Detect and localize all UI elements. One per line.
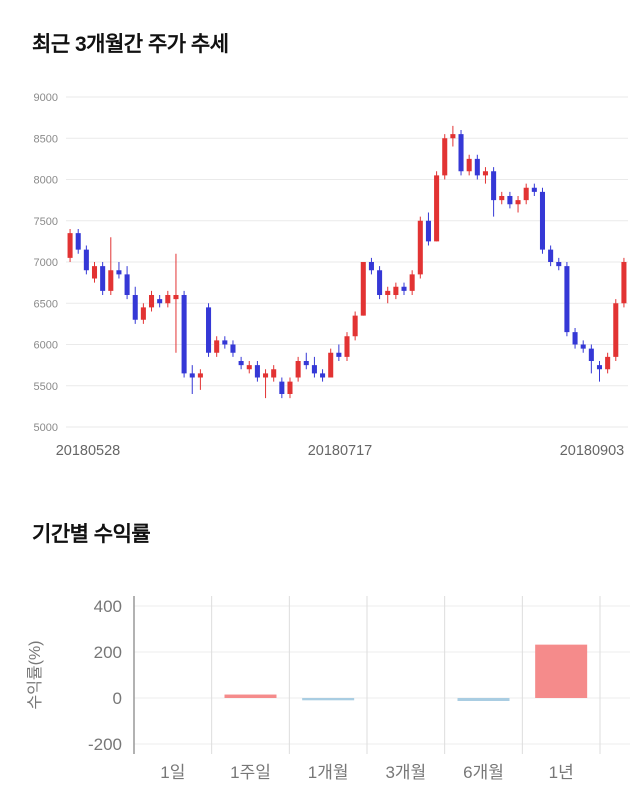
svg-text:6개월: 6개월 — [463, 763, 504, 782]
svg-text:수익률(%): 수익률(%) — [26, 640, 44, 709]
svg-text:1주일: 1주일 — [230, 763, 271, 782]
bars — [224, 644, 588, 701]
svg-text:20180528: 20180528 — [56, 443, 121, 459]
svg-text:20180717: 20180717 — [308, 443, 373, 459]
svg-text:6000: 6000 — [34, 340, 58, 352]
svg-text:7000: 7000 — [34, 257, 58, 269]
svg-text:8000: 8000 — [34, 175, 58, 187]
candle-grid: 5000 5500 6000 6500 7000 7500 8000 8500 9000 — [34, 92, 628, 434]
price-candlestick-chart: 5000 5500 6000 6500 7000 7500 8000 8500 9000 2018… — [34, 92, 628, 459]
svg-text:7500: 7500 — [34, 216, 58, 228]
price-trend-title: 최근 3개월간 주가 추세 — [32, 33, 229, 56]
svg-text:6500: 6500 — [34, 298, 58, 310]
candles — [67, 125, 627, 399]
svg-text:1개월: 1개월 — [308, 763, 349, 782]
svg-text:5500: 5500 — [34, 381, 58, 393]
svg-text:9000: 9000 — [34, 92, 58, 104]
svg-text:200: 200 — [94, 643, 122, 662]
svg-text:1년: 1년 — [549, 763, 574, 782]
svg-text:5000: 5000 — [34, 422, 58, 434]
svg-text:8500: 8500 — [34, 133, 58, 145]
svg-text:-200: -200 — [88, 735, 122, 754]
svg-text:400: 400 — [94, 597, 122, 616]
svg-text:20180903: 20180903 — [560, 443, 625, 459]
period-return-bar-chart: -200 0 200 400 1일 1주일 1개월 3개월 6개월 1년 수익률(%) — [26, 596, 630, 782]
svg-text:1일: 1일 — [160, 763, 185, 782]
period-return-title: 기간별 수익률 — [32, 523, 151, 546]
svg-text:0: 0 — [113, 689, 122, 708]
svg-text:3개월: 3개월 — [385, 763, 426, 782]
